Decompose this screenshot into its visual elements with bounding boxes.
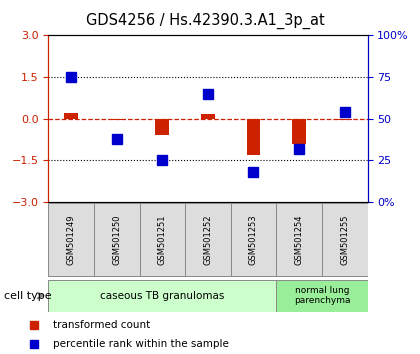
Text: normal lung
parenchyma: normal lung parenchyma bbox=[294, 286, 350, 305]
Text: GSM501253: GSM501253 bbox=[249, 215, 258, 265]
Text: percentile rank within the sample: percentile rank within the sample bbox=[53, 339, 229, 349]
Text: GDS4256 / Hs.42390.3.A1_3p_at: GDS4256 / Hs.42390.3.A1_3p_at bbox=[87, 12, 325, 29]
Bar bbox=[247, 119, 260, 155]
FancyBboxPatch shape bbox=[48, 280, 276, 312]
FancyBboxPatch shape bbox=[185, 203, 231, 276]
Text: GSM501250: GSM501250 bbox=[112, 215, 121, 265]
FancyBboxPatch shape bbox=[48, 203, 94, 276]
FancyBboxPatch shape bbox=[231, 203, 276, 276]
Text: transformed count: transformed count bbox=[53, 320, 150, 330]
Bar bbox=[64, 113, 78, 119]
FancyBboxPatch shape bbox=[94, 203, 139, 276]
Bar bbox=[155, 119, 169, 135]
Bar bbox=[110, 119, 123, 120]
FancyBboxPatch shape bbox=[322, 203, 368, 276]
FancyBboxPatch shape bbox=[276, 280, 368, 312]
Bar bbox=[338, 119, 352, 120]
Text: GSM501255: GSM501255 bbox=[340, 215, 349, 265]
Text: cell type: cell type bbox=[4, 291, 52, 301]
FancyBboxPatch shape bbox=[139, 203, 185, 276]
Text: GSM501251: GSM501251 bbox=[158, 215, 167, 265]
Bar bbox=[201, 114, 215, 119]
FancyBboxPatch shape bbox=[276, 203, 322, 276]
Text: GSM501254: GSM501254 bbox=[294, 215, 304, 265]
Text: caseous TB granulomas: caseous TB granulomas bbox=[100, 291, 224, 301]
Text: GSM501249: GSM501249 bbox=[67, 215, 76, 265]
Text: GSM501252: GSM501252 bbox=[203, 215, 213, 265]
Bar bbox=[292, 119, 306, 143]
